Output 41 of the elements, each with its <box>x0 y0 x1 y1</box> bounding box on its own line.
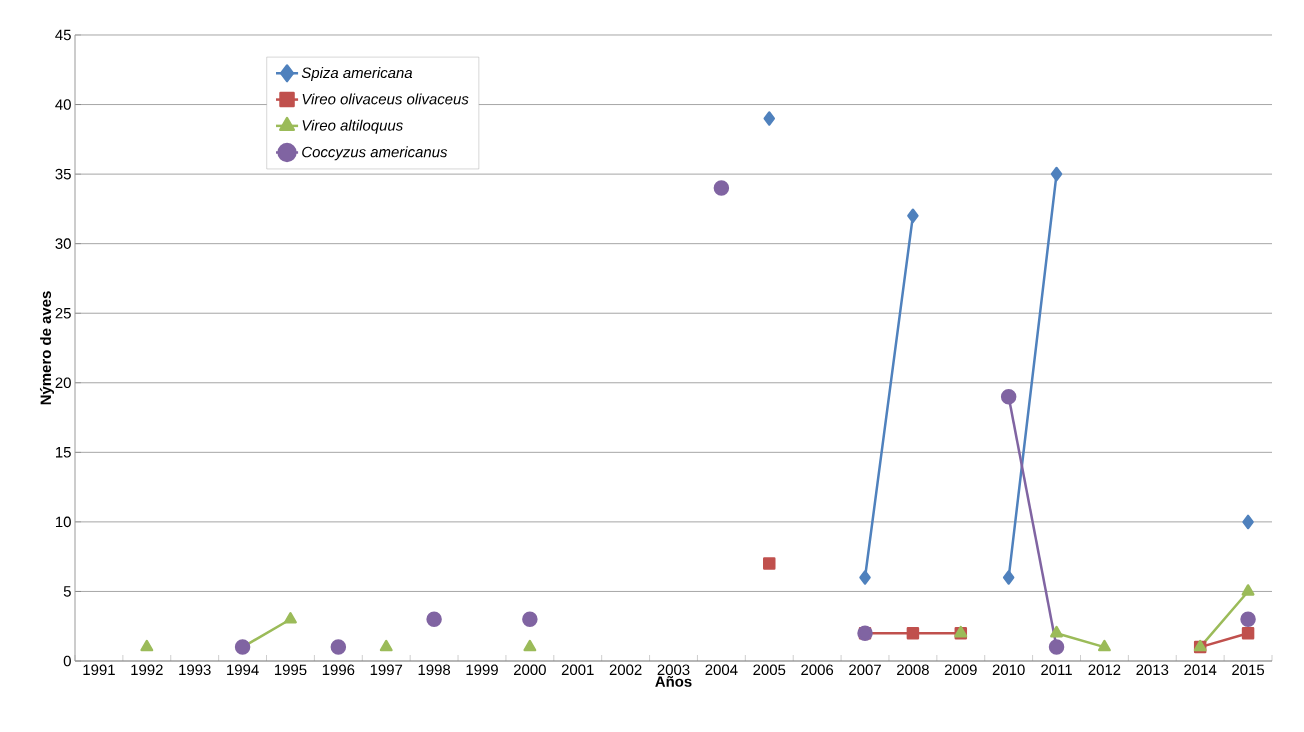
y-tick-label: 25 <box>55 307 71 319</box>
y-tick-label: 30 <box>55 238 71 249</box>
x-axis-title: Años <box>655 675 692 687</box>
x-tick-label: 2005 <box>753 664 786 676</box>
y-tick-label: 0 <box>63 655 71 667</box>
x-tick-label: 2009 <box>944 664 977 676</box>
legend-label: Vireo olivaceus olivaceus <box>302 93 469 105</box>
x-tick-label: 2008 <box>897 664 929 676</box>
y-tick-label: 35 <box>55 168 71 180</box>
x-tick-label: 1997 <box>370 664 403 676</box>
x-tick-label: 1996 <box>322 664 355 676</box>
legend-label: Spiza americana <box>301 67 413 82</box>
x-tick-label: 1992 <box>131 664 163 676</box>
x-tick-label: 2013 <box>1136 664 1169 676</box>
x-tick-label: 1998 <box>418 664 451 676</box>
x-tick-label: 2000 <box>513 664 546 676</box>
x-tick-label: 2011 <box>1041 664 1072 676</box>
x-tick-label: 1995 <box>274 664 307 676</box>
x-tick-label: 2006 <box>801 664 834 676</box>
x-tick-label: 1991 <box>83 664 115 676</box>
y-tick-label: 40 <box>55 99 71 110</box>
legend-label: Vireo altiloquus <box>302 119 403 134</box>
x-tick-label: 2001 <box>561 664 594 676</box>
x-tick-label: 1994 <box>227 664 259 676</box>
y-axis-title: Nýmero de aves <box>39 291 55 405</box>
x-tick-label: 2014 <box>1184 664 1217 676</box>
x-tick-label: 2003 <box>657 664 690 676</box>
x-tick-label: 2010 <box>992 664 1025 676</box>
x-tick-label: 1993 <box>179 664 211 676</box>
y-tick-label: 15 <box>56 447 71 458</box>
x-tick-label: 2002 <box>609 664 642 676</box>
y-tick-label: 5 <box>63 586 71 597</box>
x-tick-label: 2004 <box>705 664 738 676</box>
legend-label: Coccyzus americanus <box>302 146 448 161</box>
y-tick-label: 20 <box>55 377 71 389</box>
x-tick-label: 2012 <box>1088 664 1121 676</box>
y-tick-label: 10 <box>56 516 71 528</box>
x-tick-label: 2015 <box>1232 664 1265 676</box>
x-tick-label: 1999 <box>466 664 498 676</box>
y-tick-label: 45 <box>55 29 71 41</box>
x-tick-label: 2007 <box>849 664 881 676</box>
